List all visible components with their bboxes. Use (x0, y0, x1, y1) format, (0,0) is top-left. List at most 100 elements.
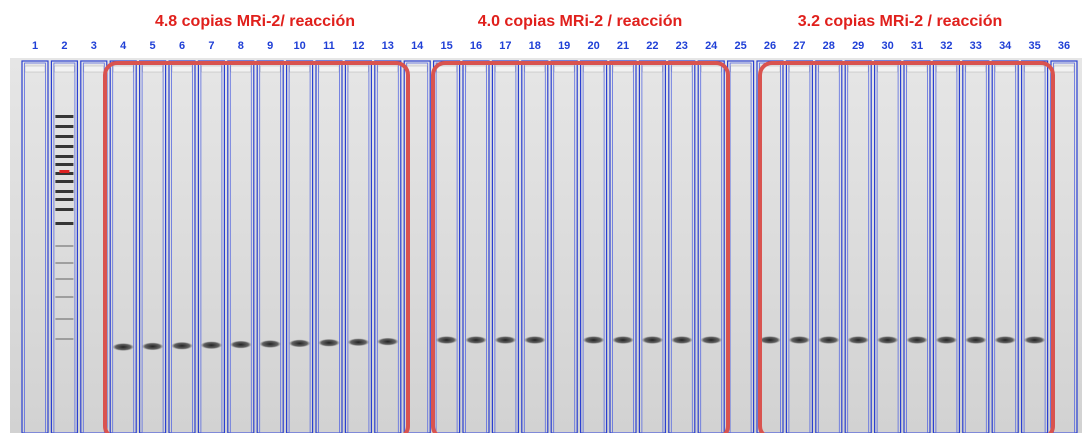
well (378, 66, 398, 72)
well (201, 66, 221, 72)
lane-label: 21 (617, 40, 629, 52)
band (788, 336, 810, 344)
well (260, 66, 280, 72)
band (524, 336, 546, 344)
well (290, 66, 310, 72)
ladder-band (55, 245, 73, 247)
lane-label: 34 (999, 40, 1012, 52)
lane-label: 1 (32, 40, 38, 52)
well (789, 66, 809, 72)
ladder-band (55, 198, 73, 201)
lane-label: 17 (499, 40, 511, 52)
ladder-band (55, 338, 73, 340)
well (1025, 66, 1045, 72)
well (172, 66, 192, 72)
well (907, 66, 927, 72)
ladder-band (55, 135, 73, 138)
band (700, 336, 722, 344)
band (906, 336, 928, 344)
lane-label: 15 (440, 40, 452, 52)
band (436, 336, 458, 344)
well (1054, 66, 1074, 72)
well (143, 66, 163, 72)
well (554, 66, 574, 72)
well (437, 66, 457, 72)
ladder-band (55, 115, 73, 118)
lane-label: 33 (970, 40, 982, 52)
band (759, 336, 781, 344)
band (230, 341, 252, 349)
lane-label: 13 (382, 40, 394, 52)
lane-label: 32 (940, 40, 952, 52)
lane-label: 30 (881, 40, 893, 52)
ladder-band (55, 222, 73, 225)
lane-label: 5 (150, 40, 156, 52)
lane-label: 16 (470, 40, 482, 52)
band (612, 336, 634, 344)
well (672, 66, 692, 72)
well (642, 66, 662, 72)
lane-label: 35 (1028, 40, 1040, 52)
band (289, 339, 311, 347)
well (995, 66, 1015, 72)
band (142, 342, 164, 350)
band (935, 336, 957, 344)
band (994, 336, 1016, 344)
band (818, 336, 840, 344)
well (407, 66, 427, 72)
lane-label: 36 (1058, 40, 1070, 52)
lane-label: 12 (352, 40, 364, 52)
band (641, 336, 663, 344)
band (259, 340, 281, 348)
lane-label: 28 (823, 40, 835, 52)
ladder-band (55, 296, 73, 298)
lane-label: 19 (558, 40, 570, 52)
well (348, 66, 368, 72)
group-title: 4.8 copias MRi-2/ reacción (155, 13, 355, 30)
ladder-band (55, 155, 73, 158)
well (936, 66, 956, 72)
lane-label: 24 (705, 40, 718, 52)
band (583, 336, 605, 344)
well (966, 66, 986, 72)
well (495, 66, 515, 72)
lane-label: 26 (764, 40, 776, 52)
lane-label: 2 (61, 40, 67, 52)
ladder-band (55, 163, 73, 166)
lane-label: 20 (587, 40, 599, 52)
band (847, 336, 869, 344)
ladder-band (55, 145, 73, 148)
well (848, 66, 868, 72)
lane-label: 7 (208, 40, 214, 52)
lane-label: 22 (646, 40, 658, 52)
lane-label: 18 (529, 40, 541, 52)
well (113, 66, 133, 72)
ladder-band (55, 208, 73, 211)
lane-label: 8 (238, 40, 244, 52)
well (84, 66, 104, 72)
ladder-band (55, 262, 73, 264)
lane-label: 25 (734, 40, 746, 52)
well (613, 66, 633, 72)
lane-label: 4 (120, 40, 127, 52)
band (877, 336, 899, 344)
band (171, 342, 193, 350)
band (318, 339, 340, 347)
well (319, 66, 339, 72)
gel-figure: 4.8 copias MRi-2/ reacción 4.0 copias MR… (0, 0, 1082, 433)
band (347, 338, 369, 346)
well (231, 66, 251, 72)
lane-label: 3 (91, 40, 97, 52)
lane-label: 6 (179, 40, 185, 52)
ladder-marker (59, 170, 69, 173)
band (965, 336, 987, 344)
band (671, 336, 693, 344)
ladder-band (55, 278, 73, 280)
well (25, 66, 45, 72)
band (494, 336, 516, 344)
band (1024, 336, 1046, 344)
group-title: 3.2 copias MRi-2 / reacción (798, 13, 1003, 30)
well (466, 66, 486, 72)
lane-label: 27 (793, 40, 805, 52)
well (584, 66, 604, 72)
